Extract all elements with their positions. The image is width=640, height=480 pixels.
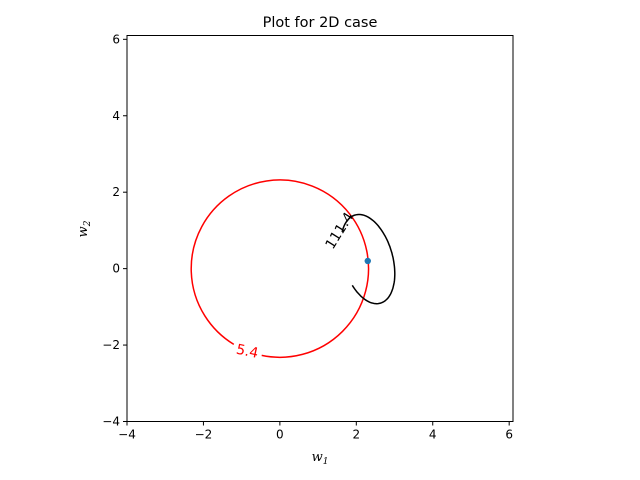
plot-frame: [126, 35, 514, 422]
chart-title: Plot for 2D case: [263, 15, 378, 31]
y-axis-label-subscript: 2: [83, 220, 93, 227]
y-axis-label-base: w: [76, 226, 91, 237]
contour-111-4-label: 111.4: [323, 210, 358, 253]
x-tick-label-1: −2: [195, 428, 213, 442]
x-axis-label-base: w: [312, 450, 323, 465]
y-tick-label-4: 4: [112, 109, 120, 123]
data-point-1: [364, 257, 371, 265]
y-tick-label-3: 2: [112, 185, 120, 199]
x-tick-label-2: 0: [276, 428, 284, 442]
y-tick-label-0: −4: [102, 415, 120, 429]
x-axis-label: w1: [312, 450, 329, 467]
contour-5-4-line: [190, 179, 370, 358]
contour-111-4-line: [341, 213, 396, 305]
y-tick-label-5: 6: [112, 32, 120, 46]
x-tick-label-3: 2: [352, 428, 360, 442]
y-tick-label-1: −2: [102, 338, 120, 352]
x-axis-label-subscript: 1: [323, 457, 329, 467]
y-axis-label: w2: [76, 220, 93, 237]
x-tick-label-4: 4: [429, 428, 437, 442]
x-tick-label-0: −4: [118, 428, 136, 442]
x-axis-ticks: −4 −2 0 2 4 6: [118, 421, 513, 442]
plot-layer: 5.4 111.4: [190, 179, 396, 362]
y-axis-ticks: −4 −2 0 2 4 6: [102, 32, 127, 429]
x-tick-label-5: 6: [505, 428, 513, 442]
y-tick-label-2: 0: [112, 262, 120, 276]
contour-5-4-label: 5.4: [235, 342, 260, 362]
